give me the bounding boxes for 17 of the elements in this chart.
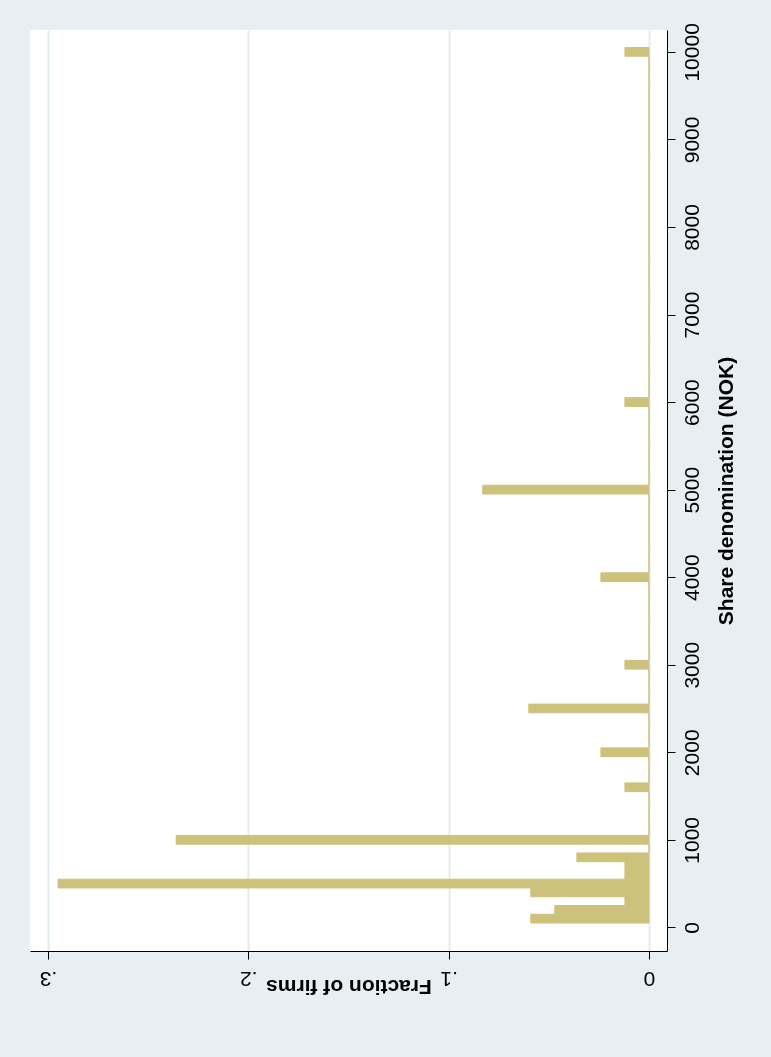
x-axis-title: Fraction of firms <box>266 975 432 999</box>
x-tick-label: .3 <box>39 967 58 991</box>
x-tick-label: .1 <box>440 967 458 991</box>
y-tick-label: 3000 <box>679 641 703 689</box>
y-tick-label: 6000 <box>679 379 703 426</box>
y-tick-label: 7000 <box>679 291 703 339</box>
x-tick-label: 0 <box>643 967 656 991</box>
y-axis-title: Share denomination (NOK) <box>713 356 737 626</box>
y-tick-label: 0 <box>679 922 703 934</box>
y-tick-label: 10000 <box>679 23 703 82</box>
y-tick-label: 2000 <box>679 729 703 777</box>
y-tick-label: 4000 <box>679 554 703 602</box>
y-tick-label: 8000 <box>679 204 703 251</box>
y-tick-label: 9000 <box>679 116 703 164</box>
x-tick-label: .2 <box>240 967 258 991</box>
y-tick-label: 1000 <box>679 816 703 864</box>
y-tick-label: 5000 <box>679 466 703 514</box>
